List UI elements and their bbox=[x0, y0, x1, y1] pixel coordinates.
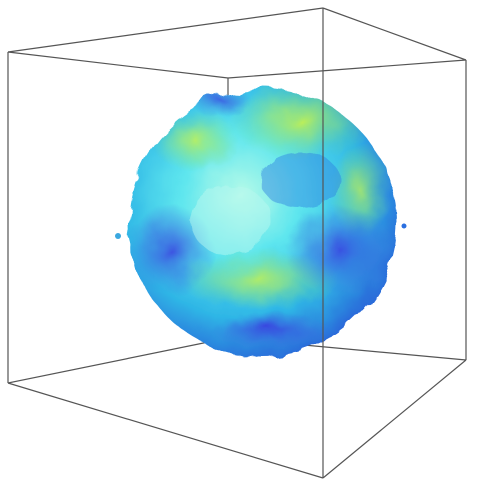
fragment bbox=[115, 233, 121, 239]
box-front-edges bbox=[7, 7, 467, 479]
fragment bbox=[401, 223, 407, 229]
sphere bbox=[128, 88, 396, 356]
